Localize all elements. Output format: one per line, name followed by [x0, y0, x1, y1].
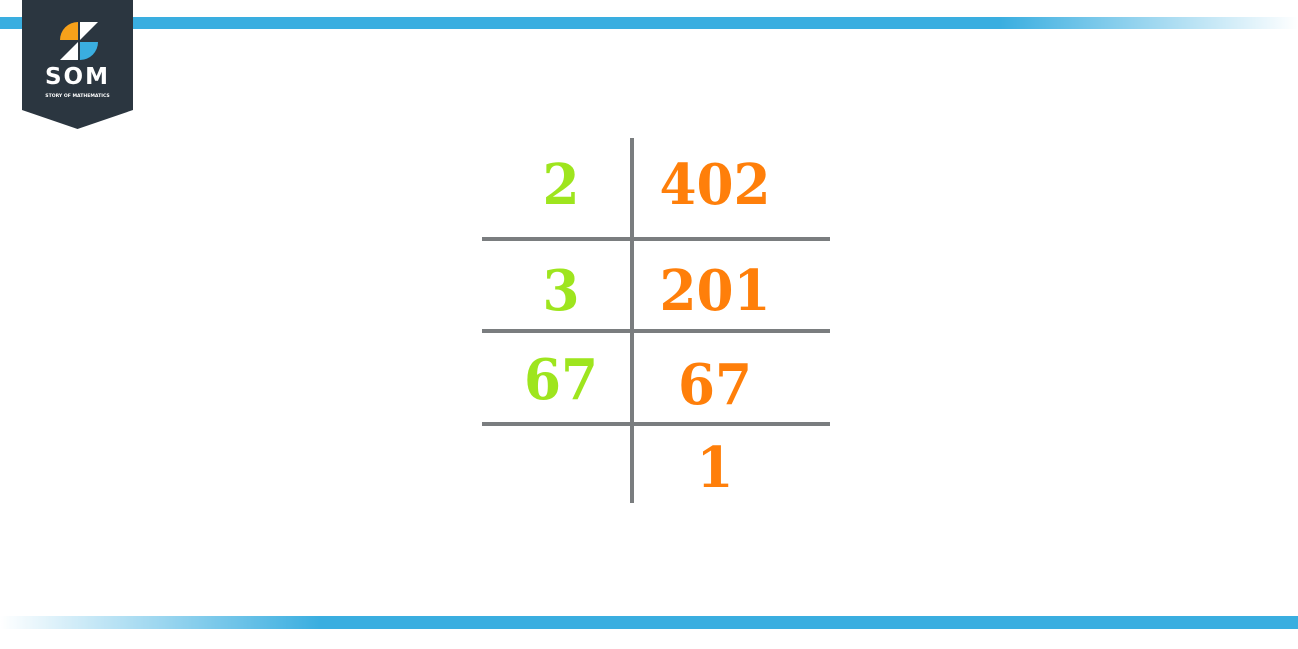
divisor-3: 67	[523, 347, 599, 413]
ladder-vertical-line	[630, 138, 634, 503]
logo-title: SOM	[44, 64, 110, 90]
logo-subtitle: STORY OF MATHEMATICS	[45, 94, 110, 99]
value-1: 402	[659, 152, 771, 218]
value-3: 67	[677, 352, 753, 418]
ladder-divider-1	[482, 237, 830, 241]
ladder-divider-3	[482, 422, 830, 426]
bottom-accent-bar	[0, 616, 1298, 629]
value-2: 201	[659, 258, 771, 324]
top-accent-bar	[0, 17, 1298, 29]
divisor-2: 3	[542, 258, 580, 324]
value-4: 1	[696, 435, 734, 501]
som-logo	[22, 0, 133, 129]
divisor-1: 2	[542, 152, 580, 218]
ladder-divider-2	[482, 329, 830, 333]
